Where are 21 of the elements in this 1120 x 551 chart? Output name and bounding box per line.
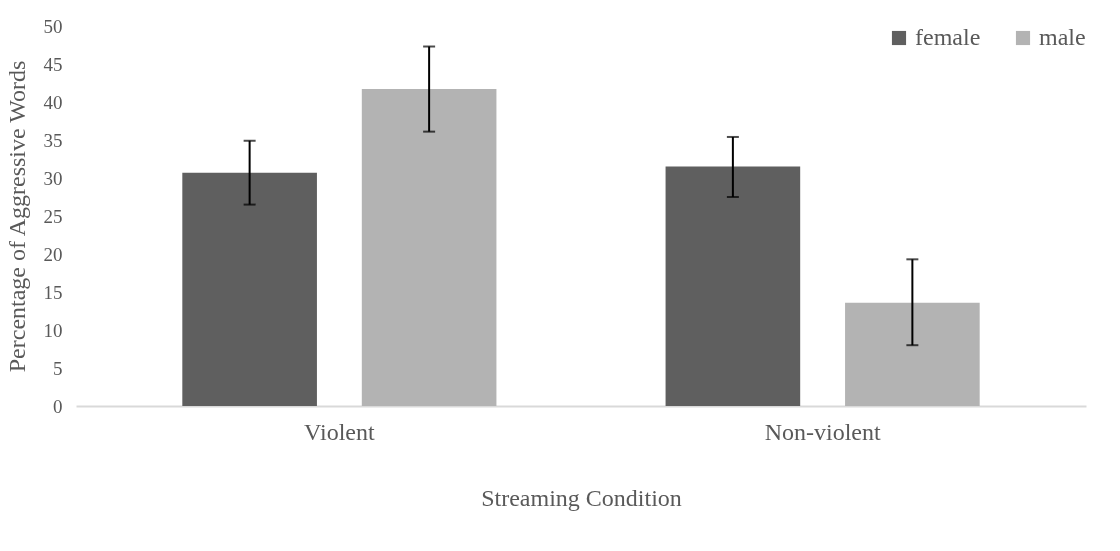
- bar: [845, 302, 980, 406]
- y-axis-title: Percentage of Aggressive Words: [3, 60, 30, 373]
- y-tick-label: 50: [43, 15, 63, 37]
- bar: [361, 89, 497, 406]
- x-tick-label: Non-violent: [764, 418, 881, 445]
- x-tick-label: Violent: [304, 418, 375, 445]
- y-tick-label: 15: [43, 281, 63, 303]
- bar: [182, 172, 317, 406]
- y-tick-label: 45: [43, 53, 63, 75]
- y-tick-label: 10: [43, 319, 63, 341]
- y-tick-label: 0: [53, 395, 63, 417]
- legend-label: male: [1039, 24, 1086, 50]
- y-tick-label: 40: [43, 91, 63, 113]
- y-tick-label: 35: [43, 129, 63, 151]
- bar: [665, 166, 801, 406]
- x-axis-title: Streaming Condition: [481, 484, 682, 511]
- y-tick-label: 30: [43, 167, 63, 189]
- y-tick-label: 25: [43, 205, 63, 227]
- legend-label: female: [915, 24, 981, 50]
- y-tick-label: 20: [43, 243, 63, 265]
- y-tick-label: 5: [53, 357, 63, 379]
